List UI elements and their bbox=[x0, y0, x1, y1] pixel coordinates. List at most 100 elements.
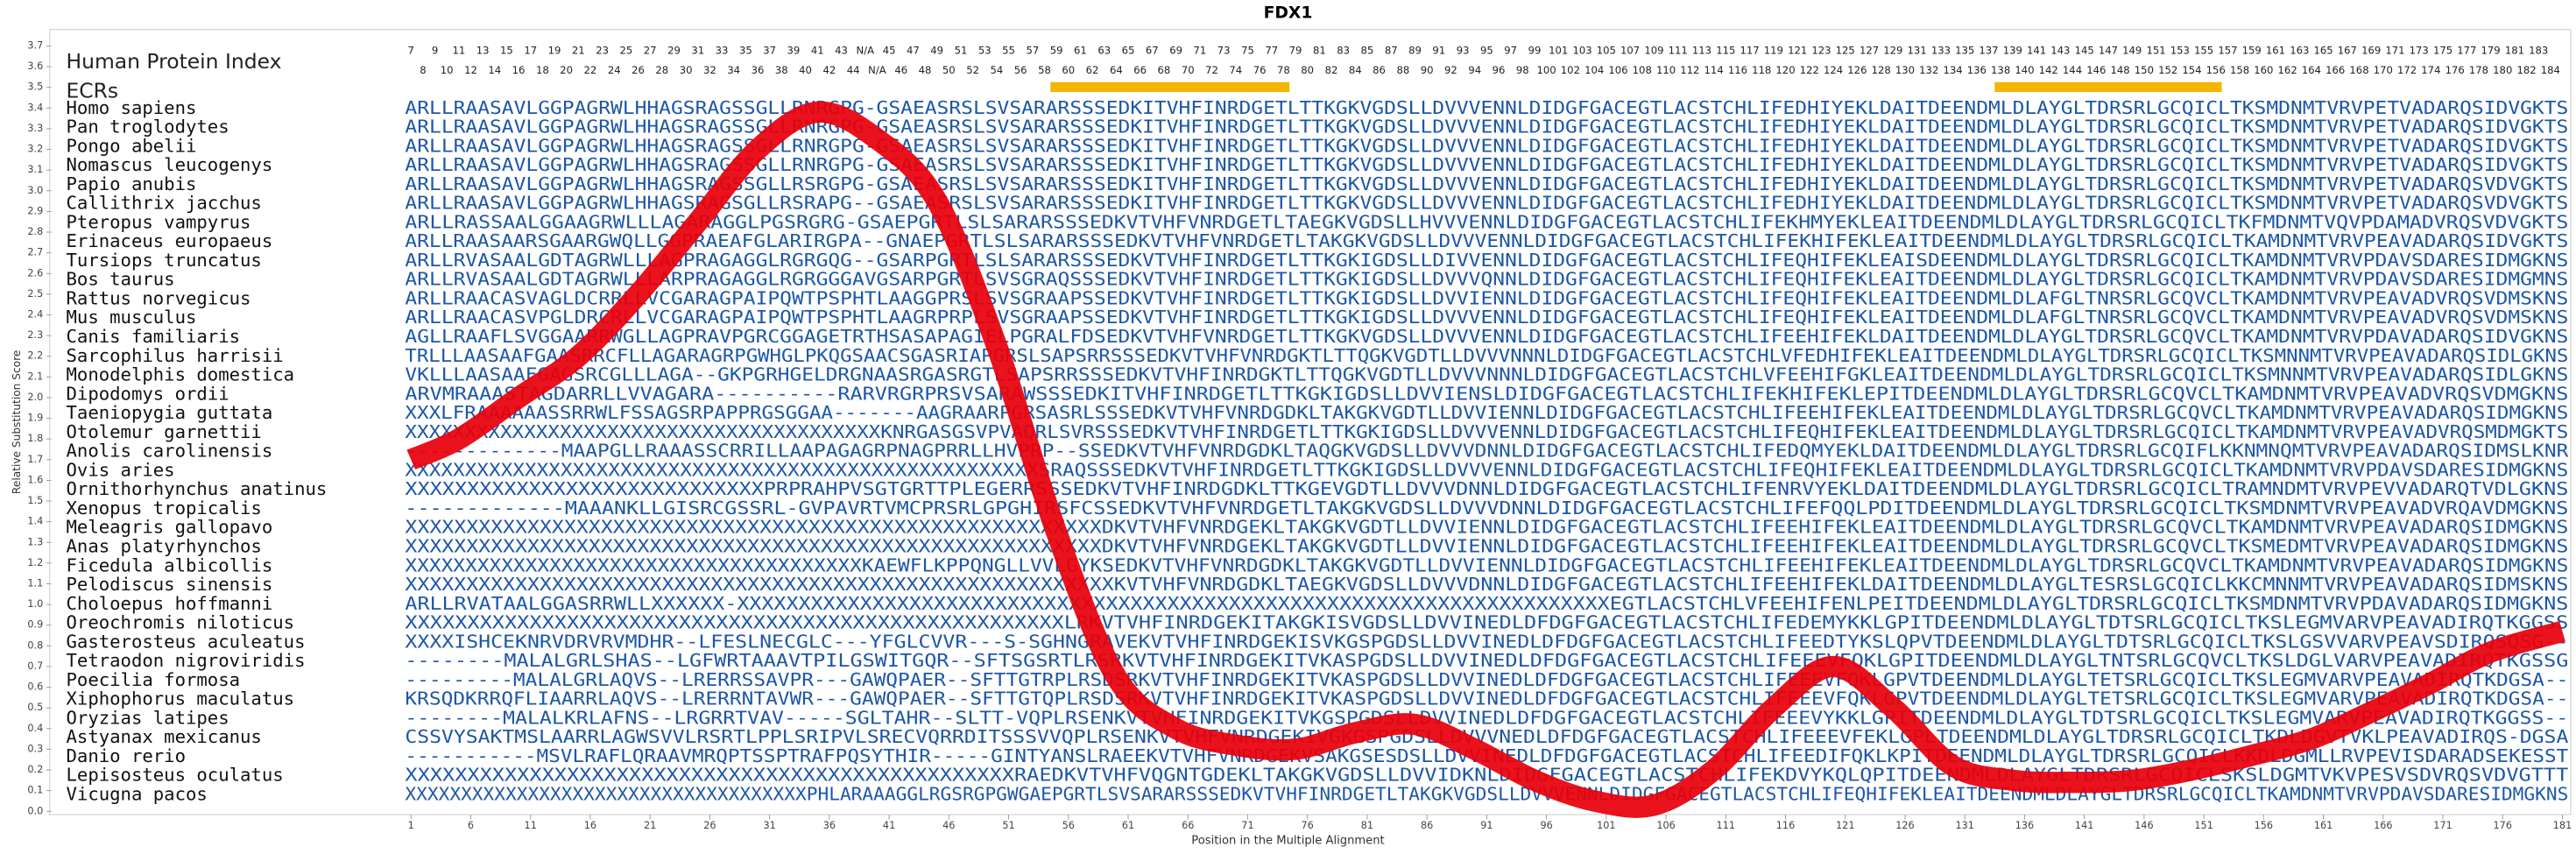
human-index: 110 bbox=[1656, 64, 1676, 76]
species-name: Dipodomys ordii bbox=[67, 383, 229, 404]
x-tick-label: 176 bbox=[2494, 820, 2512, 831]
human-index: 153 bbox=[2170, 45, 2190, 57]
human-index: 161 bbox=[2266, 45, 2285, 57]
human-index: 159 bbox=[2242, 45, 2262, 57]
y-tick-label: 0.5 bbox=[27, 702, 43, 713]
species-name: Oreochromis niloticus bbox=[67, 612, 295, 633]
plot-frame bbox=[49, 29, 2572, 815]
sequence: ARLLRAASAVLGGPAGRWLHHAGSRAGSSGLLRNRGPG-G… bbox=[405, 97, 2568, 118]
sequence: XXXXXXXXXXXXXXXXXXXXXXXXXXXXXXXXXXXXXXXX… bbox=[405, 574, 2568, 595]
human-index: 170 bbox=[2374, 64, 2393, 76]
human-index: 98 bbox=[1516, 64, 1529, 76]
y-tick-label: 1.1 bbox=[27, 577, 43, 589]
human-index: 8 bbox=[420, 64, 426, 76]
human-index: 118 bbox=[1752, 64, 1771, 76]
species-name: Meleagris gallopavo bbox=[67, 517, 273, 538]
human-index: 24 bbox=[608, 64, 621, 76]
x-tick-label: 16 bbox=[584, 820, 596, 831]
human-index: 158 bbox=[2230, 64, 2249, 76]
y-tick-label: 3.2 bbox=[27, 144, 43, 155]
human-index: 134 bbox=[1943, 64, 1962, 76]
human-index: 99 bbox=[1528, 45, 1542, 57]
human-index: 75 bbox=[1241, 45, 1254, 57]
species-name: Callithrix jacchus bbox=[67, 193, 262, 214]
y-tick-label: 3.7 bbox=[27, 40, 43, 52]
human-index: 172 bbox=[2397, 64, 2417, 76]
sequence: ---------MALALGRLAQVS--LRERRSSAVPR---GAW… bbox=[405, 669, 2568, 690]
y-tick-label: 3.6 bbox=[27, 60, 43, 72]
human-index: 113 bbox=[1692, 45, 1711, 57]
human-index: 119 bbox=[1764, 45, 1783, 57]
human-index: 94 bbox=[1468, 64, 1481, 76]
x-tick-label: 86 bbox=[1421, 820, 1433, 831]
human-index: 30 bbox=[680, 64, 693, 76]
y-tick-label: 2.8 bbox=[27, 226, 43, 237]
human-index: 85 bbox=[1361, 45, 1374, 57]
human-index: 66 bbox=[1133, 64, 1147, 76]
human-index: 25 bbox=[619, 45, 632, 57]
human-index: 148 bbox=[2111, 64, 2130, 76]
x-tick-label: 11 bbox=[525, 820, 537, 831]
y-tick-label: 0.9 bbox=[27, 619, 43, 631]
species-name: Pan troglodytes bbox=[67, 116, 229, 138]
human-index: 22 bbox=[584, 64, 597, 76]
human-index: 13 bbox=[476, 45, 490, 57]
human-index: 14 bbox=[488, 64, 501, 76]
x-tick-label: 156 bbox=[2255, 820, 2273, 831]
human-index: 142 bbox=[2039, 64, 2058, 76]
sequence: ARLLRAASAVLGGPAGRWLHHAGSRAGSSGLLRNRGPG-G… bbox=[405, 154, 2568, 175]
human-index: 116 bbox=[1728, 64, 1747, 76]
sequence: --------MALALKRLAFNS--LRGRRTVAV-----SGLT… bbox=[405, 707, 2568, 728]
human-index: 123 bbox=[1811, 45, 1831, 57]
human-index: 111 bbox=[1669, 45, 1688, 57]
human-index: 23 bbox=[596, 45, 609, 57]
x-tick-label: 1 bbox=[408, 820, 414, 831]
species-name: Pongo abelii bbox=[67, 135, 197, 156]
human-index: 130 bbox=[1895, 64, 1915, 76]
species-name: Rattus norvegicus bbox=[67, 287, 251, 308]
human-index: 156 bbox=[2206, 64, 2226, 76]
index-label: Human Protein Index bbox=[67, 49, 282, 74]
sequence: XXXXXXXXXXXXXXXXXXXXXXXXXXXXXXXXXXXXXXXX… bbox=[405, 517, 2568, 538]
human-index: 145 bbox=[2075, 45, 2094, 57]
human-index: 101 bbox=[1549, 45, 1568, 57]
sequence: ARLLRVATAALGGASRRWLLXXXXXX-XXXXXXXXXXXXX… bbox=[405, 593, 2568, 614]
x-tick-label: 126 bbox=[1895, 820, 1914, 831]
species-name: Bos taurus bbox=[67, 269, 175, 290]
x-tick-label: 31 bbox=[763, 820, 775, 831]
human-index: 64 bbox=[1110, 64, 1123, 76]
x-tick-label: 116 bbox=[1776, 820, 1795, 831]
x-tick-label: 96 bbox=[1540, 820, 1552, 831]
x-tick-label: 131 bbox=[1955, 820, 1973, 831]
species-name: Otolemur garnettii bbox=[67, 421, 262, 442]
human-index: 149 bbox=[2122, 45, 2142, 57]
human-index: 90 bbox=[1421, 64, 1434, 76]
human-index: 20 bbox=[560, 64, 573, 76]
x-tick-label: 141 bbox=[2075, 820, 2093, 831]
sequence: ARLLRAACASVPGLDRCRLLVCGARAGPAIPQWTPSPHTL… bbox=[405, 307, 2568, 328]
x-tick-label: 121 bbox=[1836, 820, 1854, 831]
sequence: XXXLFRAAAAAASSRRWLFSSAGSRPAPPRGSGGAA----… bbox=[405, 402, 2568, 423]
y-tick-label: 3.1 bbox=[27, 164, 43, 175]
y-axis-label: Relative Substitution Score bbox=[11, 350, 23, 494]
human-index: 26 bbox=[632, 64, 645, 76]
human-index: 126 bbox=[1847, 64, 1867, 76]
human-index: 73 bbox=[1217, 45, 1231, 57]
human-index: 133 bbox=[1931, 45, 1951, 57]
y-tick-label: 2.3 bbox=[27, 329, 43, 341]
y-tick-label: 1.8 bbox=[27, 433, 43, 444]
human-index: 128 bbox=[1872, 64, 1891, 76]
y-tick-label: 2.0 bbox=[27, 392, 43, 403]
y-tick-label: 1.3 bbox=[27, 536, 43, 547]
sequence: ARVMRAAASTAGDARRLLVVAGARA----------RARVR… bbox=[405, 383, 2568, 404]
x-tick-label: 76 bbox=[1302, 820, 1314, 831]
human-index: 70 bbox=[1182, 64, 1195, 76]
human-index: 107 bbox=[1620, 45, 1640, 57]
species-name: Tetraodon nigroviridis bbox=[67, 650, 306, 671]
human-index: 180 bbox=[2493, 64, 2512, 76]
species-name: Xenopus tropicalis bbox=[67, 498, 262, 519]
sequence: ARLLRAASAVLGGPAGRWLHHAGSRAGSSGLLRSRGPG-G… bbox=[405, 173, 2568, 194]
y-tick-label: 3.5 bbox=[27, 81, 43, 93]
human-index: 173 bbox=[2410, 45, 2429, 57]
human-index: 168 bbox=[2349, 64, 2368, 76]
